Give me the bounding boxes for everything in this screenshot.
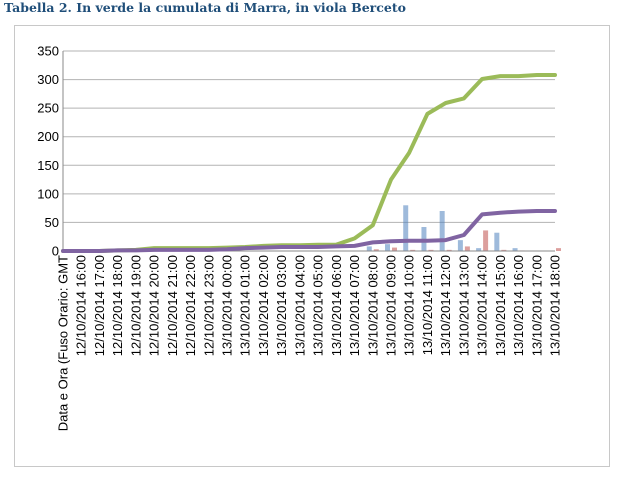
bar-1-27 (556, 248, 561, 251)
x-tick-label: 12/10/2014 23:00 (201, 255, 216, 356)
x-tick-label: 13/10/2014 07:00 (347, 255, 362, 356)
y-tick-label: 350 (37, 44, 59, 59)
bar-1-23 (483, 230, 489, 251)
x-tick-label: 13/10/2014 08:00 (365, 255, 380, 356)
bar-0-21 (439, 211, 445, 251)
bar-0-23 (476, 248, 482, 251)
bar-0-18 (385, 244, 390, 251)
x-tick-label: 13/10/2014 01:00 (238, 255, 253, 356)
bar-1-21 (446, 249, 452, 251)
bar-1-18 (392, 247, 397, 251)
bar-1-22 (464, 246, 470, 251)
x-tick-label: 12/10/2014 17:00 (92, 255, 107, 356)
x-tick-label: 13/10/2014 16:00 (511, 255, 526, 356)
bar-0-22 (457, 240, 463, 251)
bar-0-24 (494, 232, 500, 251)
line-series-1 (61, 209, 557, 253)
y-tick-label: 300 (37, 72, 59, 87)
line-series-0 (61, 73, 557, 253)
x-tick-label: 13/10/2014 12:00 (438, 255, 453, 356)
x-tick-label: 13/10/2014 18:00 (548, 255, 563, 356)
y-tick-label: 0 (52, 244, 59, 259)
y-tick-label: 250 (37, 101, 59, 116)
bar-1-20 (428, 249, 434, 251)
y-tick-label: 150 (37, 158, 59, 173)
x-tick-label: 13/10/2014 13:00 (456, 255, 471, 356)
y-tick-label: 200 (37, 129, 59, 144)
x-tick-label: 13/10/2014 02:00 (256, 255, 271, 356)
bar-1-19 (410, 249, 416, 251)
y-tick-label: 100 (37, 186, 59, 201)
x-tick-label: 13/10/2014 04:00 (292, 255, 307, 356)
x-tick-label: 13/10/2014 05:00 (311, 255, 326, 356)
x-tick-label: 12/10/2014 18:00 (110, 255, 125, 356)
x-tick-label: 12/10/2014 20:00 (147, 255, 162, 356)
x-tick-labels: Data e Ora (Fuso Orario: GMT 12/10/2014 1… (56, 255, 563, 431)
bar-1-17 (373, 249, 379, 251)
x-tick-label: 13/10/2014 09:00 (384, 255, 399, 356)
line-series (61, 73, 557, 253)
y-tick-label: 50 (45, 215, 59, 230)
x-tick-label: 13/10/2014 03:00 (274, 255, 289, 356)
x-tick-label: 12/10/2014 19:00 (128, 255, 143, 356)
bar-0-19 (403, 205, 409, 251)
bar-0-17 (366, 246, 372, 251)
x-tick-label: 13/10/2014 15:00 (493, 255, 508, 356)
bar-0-25 (512, 248, 518, 251)
chart-caption: Tabella 2. In verde la cumulata di Marra… (4, 0, 406, 15)
x-tick-label: 12/10/2014 22:00 (183, 255, 198, 356)
x-tick-label: 12/10/2014 21:00 (165, 255, 180, 356)
bar-series (366, 205, 561, 251)
gridlines (63, 50, 555, 223)
x-tick-label: 13/10/2014 10:00 (402, 255, 417, 356)
x-tick-label: 13/10/2014 14:00 (475, 255, 490, 356)
x-tick-label: Data e Ora (Fuso Orario: GMT (56, 255, 71, 431)
x-tick-label: 13/10/2014 17:00 (529, 255, 544, 356)
x-tick-label: 13/10/2014 11:00 (420, 255, 435, 355)
bar-1-24 (501, 249, 507, 251)
x-tick-label: 13/10/2014 06:00 (329, 255, 344, 356)
x-tick-label: 13/10/2014 00:00 (220, 255, 235, 356)
y-tick-labels: 0 50 100 150 200 250 300 350 (37, 44, 59, 259)
x-tick-label: 12/10/2014 16:00 (74, 255, 89, 356)
